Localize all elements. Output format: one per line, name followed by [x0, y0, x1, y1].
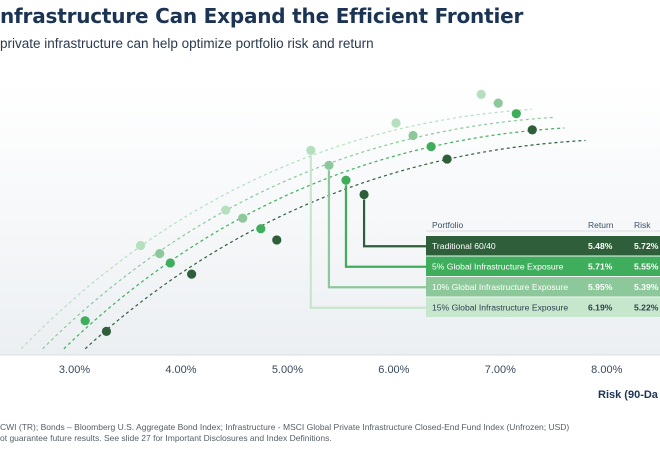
data-point: [165, 258, 175, 268]
data-point: [155, 249, 165, 259]
data-point: [187, 269, 197, 279]
page-title: nfrastructure Can Expand the Efficient F…: [0, 4, 524, 28]
x-tick-label: 5.00%: [272, 364, 303, 376]
legend-row-bg-0: [426, 236, 660, 256]
x-tick-label: 4.00%: [165, 364, 196, 376]
x-tick-label: 7.00%: [485, 364, 516, 376]
data-point: [408, 130, 418, 141]
legend-row-bg-1: [426, 256, 660, 276]
legend-risk-value: 5.55%: [634, 262, 659, 272]
data-point: [101, 326, 112, 336]
data-point: [341, 175, 351, 185]
legend-connector-1: [344, 185, 426, 268]
data-point: [256, 224, 266, 234]
legend-row-bg-2: [426, 277, 660, 297]
data-point: [493, 98, 503, 108]
legend-connector-3: [309, 155, 426, 309]
x-tick-label: 8.00%: [591, 364, 622, 376]
legend-series-name: 10% Global Infrastructure Exposure: [432, 282, 568, 292]
legend-header-return: Return: [588, 220, 614, 230]
frontier-curve-1: [63, 127, 565, 350]
legend-series-name: 15% Global Infrastructure Exposure: [432, 303, 568, 313]
data-point: [359, 189, 369, 200]
legend-risk-value: 5.72%: [634, 241, 659, 251]
legend-connector-2: [327, 170, 426, 289]
data-point: [324, 160, 334, 170]
footnote-line-2: ot guarantee future results. See slide 2…: [0, 433, 332, 443]
data-point: [221, 205, 231, 215]
frontier-curve-3: [20, 108, 533, 350]
frontier-curve-2: [42, 116, 554, 350]
legend-return-value: 5.71%: [588, 262, 613, 272]
data-point: [442, 154, 452, 164]
legend-return-value: 5.48%: [588, 241, 613, 251]
data-point: [135, 240, 146, 251]
legend-risk-value: 5.22%: [634, 303, 659, 313]
data-point: [238, 213, 248, 223]
footnote: CWI (TR); Bonds – Bloomberg U.S. Aggrega…: [0, 422, 569, 444]
legend-return-value: 5.95%: [588, 282, 613, 292]
legend-risk-value: 5.39%: [634, 282, 659, 292]
data-point: [306, 145, 316, 155]
data-point: [80, 316, 90, 326]
data-point: [511, 109, 521, 119]
x-tick-label: 6.00%: [378, 364, 409, 376]
data-point: [272, 235, 282, 245]
x-tick-label: 3.00%: [59, 364, 90, 376]
legend-row-bg-3: [426, 297, 660, 317]
page-subtitle: private infrastructure can help optimize…: [0, 36, 374, 51]
legend-header-portfolio: Portfolio: [432, 220, 463, 230]
legend-series-name: 5% Global Infrastructure Exposure: [432, 262, 564, 272]
legend-return-value: 6.19%: [588, 303, 613, 313]
legend-series-name: Traditional 60/40: [432, 241, 496, 251]
data-point: [426, 142, 436, 152]
legend-header-risk: Risk: [634, 220, 651, 230]
data-point: [476, 89, 486, 100]
data-point: [527, 125, 537, 135]
legend-connector-0: [362, 199, 426, 248]
x-axis-label: Risk (90-Da: [598, 389, 659, 401]
data-point: [391, 118, 401, 128]
footnote-line-1: CWI (TR); Bonds – Bloomberg U.S. Aggrega…: [0, 422, 570, 432]
